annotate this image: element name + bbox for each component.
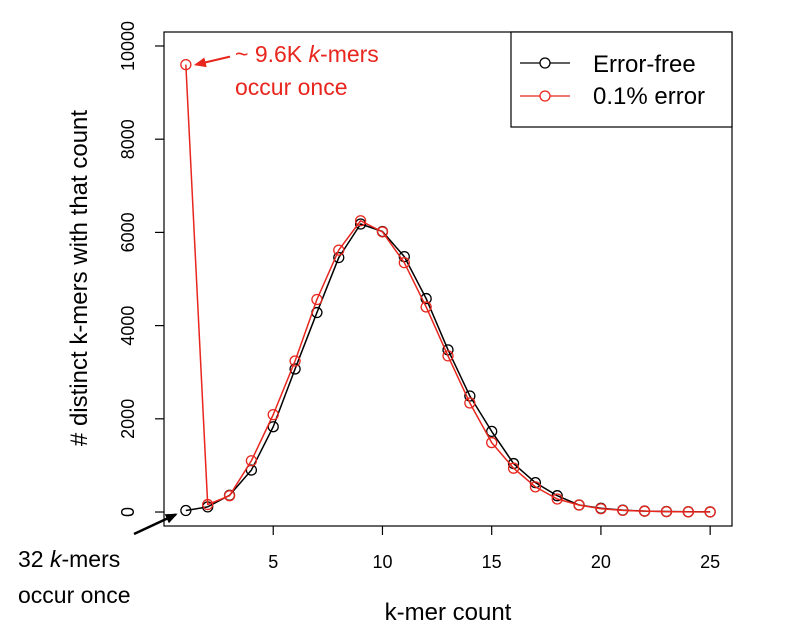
y-tick-label-2000: 2000 (118, 399, 138, 439)
point-0-1-error-x20 (595, 503, 607, 515)
point-0-1-error-x18 (551, 493, 563, 505)
point-0-1-error-x15 (486, 436, 498, 449)
annotation-black: 32 k-mers occur once (18, 513, 178, 608)
point-0-1-error-x19 (573, 499, 585, 511)
series-error-free (180, 218, 716, 518)
y-axis: 0 2000 4000 6000 8000 10000 (118, 21, 164, 517)
x-tick-label-15: 15 (482, 552, 502, 572)
point-error-free-x6 (289, 363, 301, 375)
annotation-black-line2: occur once (18, 582, 131, 608)
point-0-1-error-x24 (682, 506, 694, 518)
series-line-error-free (185, 223, 711, 513)
y-tick-label-6000: 6000 (118, 212, 138, 252)
point-0-1-error-x25 (704, 506, 716, 518)
point-0-1-error-x6 (289, 355, 301, 367)
point-0-1-error-x12 (420, 301, 432, 313)
annotation-red-line1: ~ 9.6K k-mers (235, 41, 379, 67)
legend-label-error: 0.1% error (593, 83, 705, 110)
point-error-free-x15 (486, 425, 498, 438)
point-0-1-error-x22 (638, 505, 651, 517)
point-0-1-error-x13 (442, 350, 454, 362)
x-axis-title: k-mer count (385, 599, 512, 626)
series-0-1-error (180, 58, 716, 518)
y-tick-label-10000: 10000 (118, 21, 138, 71)
point-0-1-error-x11 (398, 257, 410, 269)
x-tick-label-20: 20 (591, 552, 611, 572)
annotation-red-arrow (193, 55, 231, 68)
point-0-1-error-x5 (267, 408, 279, 421)
x-axis: 5 10 15 20 25 (268, 526, 720, 572)
annotation-red-line2: occur once (235, 74, 348, 100)
point-0-1-error-x9 (354, 215, 367, 227)
point-0-1-error-x16 (507, 462, 520, 474)
point-0-1-error-x7 (311, 293, 323, 306)
x-tick-label-25: 25 (700, 552, 720, 572)
y-axis-title: # distinct k-mers with that count (66, 110, 93, 446)
y-tick-label-4000: 4000 (118, 306, 138, 346)
point-error-free-x14 (464, 390, 476, 402)
point-error-free-x1 (180, 504, 192, 517)
legend-marker-error (539, 90, 551, 102)
point-0-1-error-x17 (529, 481, 542, 493)
point-0-1-error-x1 (180, 58, 192, 71)
y-tick-label-8000: 8000 (118, 119, 138, 159)
legend: Error-free 0.1% error (510, 31, 733, 128)
point-0-1-error-x2 (202, 498, 214, 511)
series-line-0-1-error (185, 64, 711, 513)
series-layer (180, 58, 716, 518)
point-0-1-error-x10 (376, 226, 389, 238)
annotation-black-arrow (133, 513, 178, 536)
legend-label-error-free: Error-free (593, 51, 696, 78)
point-error-free-x12 (420, 292, 432, 305)
point-0-1-error-x8 (333, 244, 345, 256)
point-0-1-error-x4 (245, 455, 258, 467)
legend-box (510, 31, 733, 128)
annotation-black-line1: 32 k-mers (18, 546, 120, 572)
plot-frame (163, 31, 733, 527)
point-error-free-x8 (333, 251, 345, 264)
point-0-1-error-x14 (464, 397, 476, 409)
point-0-1-error-x21 (617, 504, 629, 517)
point-0-1-error-x23 (660, 505, 673, 518)
y-tick-label-0: 0 (118, 507, 138, 517)
point-0-1-error-x3 (223, 490, 236, 502)
x-tick-label-5: 5 (268, 552, 278, 572)
x-tick-label-10: 10 (372, 552, 392, 572)
legend-marker-error-free (539, 57, 551, 69)
annotation-red: ~ 9.6K k-mers occur once (193, 41, 379, 100)
